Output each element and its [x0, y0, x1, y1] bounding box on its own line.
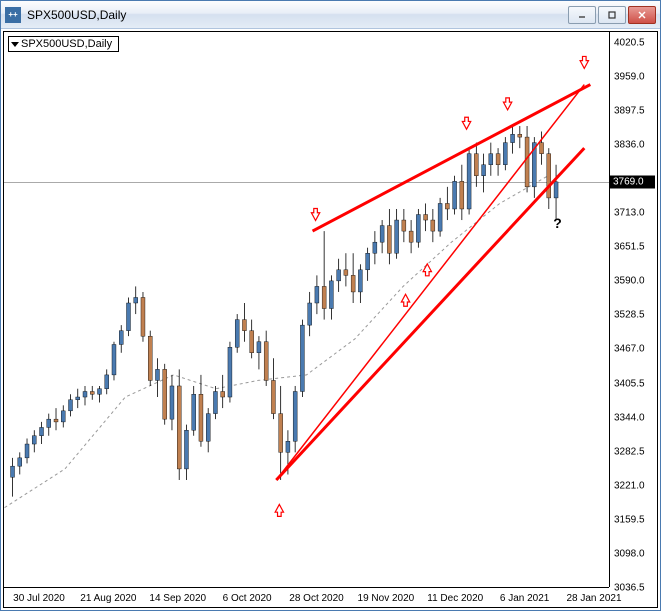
price-tick: 3590.0	[614, 276, 645, 287]
chart-svg	[4, 32, 609, 587]
chart-symbol-label[interactable]: SPX500USD,Daily	[8, 36, 119, 52]
price-tick: 3159.5	[614, 514, 645, 525]
date-axis: 30 Jul 2020 21 Aug 2020 14 Sep 2020 6 Oct 2…	[4, 587, 609, 607]
date-tick: 6 Oct 2020	[223, 593, 272, 604]
price-tick: 3528.5	[614, 310, 645, 321]
date-tick: 6 Jan 2021	[500, 593, 550, 604]
app-window: ++ SPX500USD,Daily SPX500USD,Daily ? 402…	[0, 0, 661, 611]
dropdown-icon	[11, 42, 19, 47]
window-title: SPX500USD,Daily	[27, 8, 568, 22]
price-tick: 3221.0	[614, 480, 645, 491]
price-tick: 3405.5	[614, 378, 645, 389]
date-tick: 28 Oct 2020	[289, 593, 343, 604]
price-axis: 4020.5 3959.0 3897.5 3836.0 3769.0 3713.0 3651…	[609, 32, 657, 587]
current-price-label: 3769.0	[610, 176, 655, 189]
price-tick: 3467.0	[614, 344, 645, 355]
price-tick: 4020.5	[614, 37, 645, 48]
app-icon: ++	[5, 7, 21, 23]
close-button[interactable]	[628, 6, 656, 24]
plot-area[interactable]: ?	[4, 32, 609, 587]
symbol-text: SPX500USD,Daily	[21, 38, 112, 50]
price-tick: 3959.0	[614, 71, 645, 82]
question-annotation: ?	[553, 215, 562, 231]
price-tick: 3836.0	[614, 140, 645, 151]
window-controls	[568, 6, 656, 24]
price-tick: 3036.5	[614, 583, 645, 594]
date-tick: 11 Dec 2020	[427, 593, 483, 604]
date-tick: 14 Sep 2020	[149, 593, 206, 604]
price-tick: 3713.0	[614, 208, 645, 219]
date-tick: 21 Aug 2020	[80, 593, 136, 604]
price-tick: 3344.0	[614, 412, 645, 423]
chart-container[interactable]: SPX500USD,Daily ? 4020.5 3959.0 3897.5 3836…	[3, 31, 658, 608]
date-tick: 28 Jan 2021	[566, 593, 621, 604]
titlebar[interactable]: ++ SPX500USD,Daily	[1, 1, 660, 29]
date-tick: 19 Nov 2020	[358, 593, 415, 604]
price-tick: 3098.0	[614, 548, 645, 559]
price-tick: 3651.5	[614, 242, 645, 253]
maximize-button[interactable]	[598, 6, 626, 24]
price-tick: 3897.5	[614, 105, 645, 116]
minimize-button[interactable]	[568, 6, 596, 24]
date-tick: 30 Jul 2020	[13, 593, 65, 604]
price-tick: 3282.5	[614, 446, 645, 457]
